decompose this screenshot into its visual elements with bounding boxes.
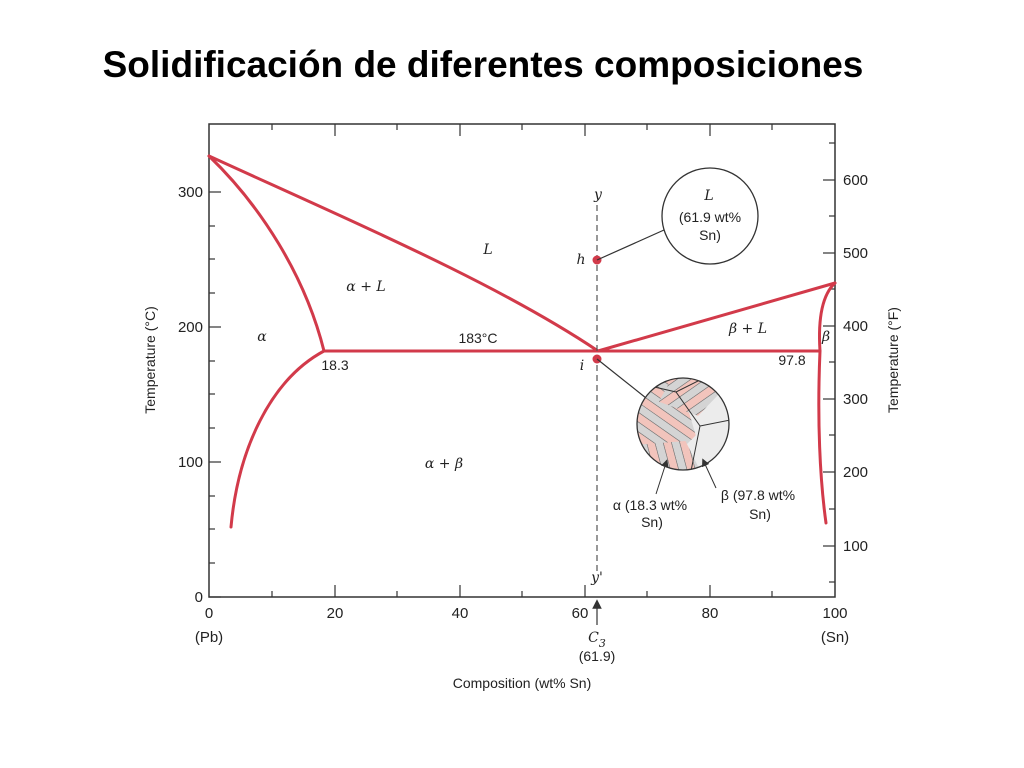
beta-solvus-line — [817, 349, 828, 525]
region-alpha-beta-label: α + β — [425, 456, 463, 472]
alpha-solvus-line — [229, 349, 326, 529]
y-left-tick-label: 200 — [178, 319, 203, 336]
region-alpha-label: α — [257, 329, 267, 345]
microstructure-leader — [596, 358, 647, 399]
y-right-tick-label: 400 — [843, 318, 868, 335]
liquid-callout-line2: Sn) — [699, 227, 721, 243]
point-h-label: h — [576, 252, 585, 268]
liquid-callout-phase: L — [703, 188, 713, 204]
x-tick-label: 100 — [822, 605, 847, 622]
alpha-callout-line2: Sn) — [641, 514, 663, 530]
x-axis-title: Composition (wt% Sn) — [453, 675, 592, 691]
x-tick-label: 60 — [572, 605, 589, 622]
y-left-tick-labels: 0 100 200 300 — [178, 184, 203, 606]
grain-boundary — [649, 379, 729, 470]
beta-callout-line1: β (97.8 wt% — [721, 487, 795, 503]
liquid-callout-line1: (61.9 wt% — [679, 209, 741, 225]
alpha-callout-arrow — [655, 459, 669, 495]
y-left-tick-label: 300 — [178, 184, 203, 201]
y-left-axis-title: Temperature (°C) — [142, 306, 158, 414]
alpha-callout-line1: α (18.3 wt% — [613, 497, 687, 513]
x-end-label-right: (Sn) — [821, 629, 849, 646]
composition-top-label: y — [593, 187, 603, 203]
eutectic-microstructure-circle — [637, 378, 729, 470]
region-liquid-label: L — [482, 242, 492, 258]
liquid-callout-leader — [596, 229, 665, 261]
alpha-liquidus-line — [207, 154, 600, 353]
eutectic-temperature-label: 183°C — [458, 330, 497, 346]
y-right-tick-label: 500 — [843, 245, 868, 262]
liquid-callout-circle — [661, 167, 759, 265]
beta-callout-line2: Sn) — [749, 506, 771, 522]
y-right-tick-label: 100 — [843, 538, 868, 555]
eutectic-beta-comp-label: 97.8 — [778, 352, 805, 368]
region-alpha-liquid-label: α + L — [346, 279, 385, 295]
alpha-solidus-line — [207, 154, 326, 353]
c3-value-label: (61.9) — [579, 648, 616, 664]
tick-marks — [209, 124, 835, 598]
x-tick-labels: 0 20 40 60 80 100 — [205, 605, 848, 622]
x-end-label-left: (Pb) — [195, 629, 223, 646]
y-right-axis-title: Temperature (°F) — [885, 307, 901, 413]
phase-boundaries — [207, 154, 837, 529]
microstructure-outline — [636, 377, 730, 471]
slide-title: Solidificación de diferentes composicion… — [102, 44, 864, 85]
composition-bottom-label: y' — [590, 570, 603, 586]
beta-solidus-line — [818, 281, 837, 353]
beta-callout-arrow — [702, 458, 717, 489]
y-right-tick-label: 600 — [843, 172, 868, 189]
point-i-label: i — [580, 358, 584, 374]
y-right-tick-label: 300 — [843, 391, 868, 408]
x-tick-label: 40 — [452, 605, 469, 622]
y-right-tick-labels: 100 200 300 400 500 600 — [843, 172, 868, 555]
y-left-tick-label: 0 — [195, 589, 203, 606]
eutectic-alpha-comp-label: 18.3 — [321, 357, 348, 373]
y-left-tick-label: 100 — [178, 454, 203, 471]
beta-liquidus-line — [596, 281, 837, 353]
x-tick-label: 80 — [702, 605, 719, 622]
x-tick-label: 20 — [327, 605, 344, 622]
c3-label: C3 — [588, 630, 606, 650]
region-beta-label: β — [821, 329, 830, 345]
y-right-tick-label: 200 — [843, 464, 868, 481]
x-tick-label: 0 — [205, 605, 213, 622]
region-beta-liquid-label: β + L — [728, 321, 767, 337]
